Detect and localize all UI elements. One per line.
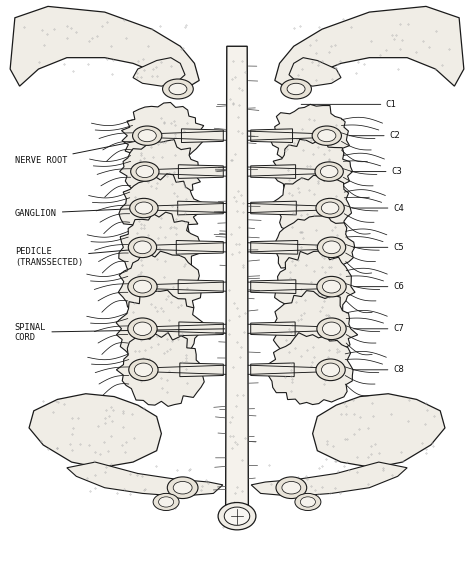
Polygon shape xyxy=(10,6,199,86)
Polygon shape xyxy=(182,129,223,143)
Polygon shape xyxy=(251,129,292,143)
Text: GANGLION: GANGLION xyxy=(15,208,145,218)
Ellipse shape xyxy=(317,318,346,340)
Polygon shape xyxy=(251,165,296,178)
Polygon shape xyxy=(275,215,355,282)
Polygon shape xyxy=(119,174,202,242)
Ellipse shape xyxy=(133,280,152,293)
Ellipse shape xyxy=(136,166,154,178)
Ellipse shape xyxy=(130,198,158,218)
Text: C1: C1 xyxy=(386,100,397,109)
Ellipse shape xyxy=(135,202,153,214)
Ellipse shape xyxy=(312,126,341,146)
Polygon shape xyxy=(117,333,204,407)
Ellipse shape xyxy=(317,276,346,297)
Polygon shape xyxy=(179,322,223,336)
Ellipse shape xyxy=(323,241,340,254)
Polygon shape xyxy=(178,201,223,215)
Text: C3: C3 xyxy=(391,167,402,176)
Text: C6: C6 xyxy=(393,282,404,291)
Ellipse shape xyxy=(318,237,346,258)
Ellipse shape xyxy=(173,481,192,494)
Polygon shape xyxy=(121,102,207,167)
Ellipse shape xyxy=(224,507,250,525)
Ellipse shape xyxy=(321,202,339,214)
Text: C2: C2 xyxy=(389,131,400,140)
Ellipse shape xyxy=(138,130,156,142)
Ellipse shape xyxy=(295,493,321,510)
Ellipse shape xyxy=(287,83,305,95)
Polygon shape xyxy=(273,175,352,240)
Ellipse shape xyxy=(322,322,341,336)
Ellipse shape xyxy=(320,166,338,178)
Polygon shape xyxy=(313,394,445,468)
Polygon shape xyxy=(251,240,298,254)
Text: C4: C4 xyxy=(393,203,404,212)
Polygon shape xyxy=(119,140,201,203)
Ellipse shape xyxy=(301,497,316,507)
Ellipse shape xyxy=(128,237,156,258)
Text: C8: C8 xyxy=(393,365,404,375)
Polygon shape xyxy=(273,251,355,323)
Ellipse shape xyxy=(128,276,157,297)
Ellipse shape xyxy=(131,162,159,181)
Polygon shape xyxy=(180,363,223,377)
Polygon shape xyxy=(67,462,223,496)
Polygon shape xyxy=(251,363,294,377)
Ellipse shape xyxy=(315,162,343,181)
Ellipse shape xyxy=(316,198,344,218)
Polygon shape xyxy=(176,240,223,254)
Polygon shape xyxy=(271,104,349,167)
Polygon shape xyxy=(29,394,161,468)
Polygon shape xyxy=(178,280,223,293)
Ellipse shape xyxy=(128,318,157,340)
Ellipse shape xyxy=(134,363,153,376)
Text: SPINAL
CORD: SPINAL CORD xyxy=(15,323,225,342)
Ellipse shape xyxy=(133,126,162,146)
Ellipse shape xyxy=(318,130,336,142)
Polygon shape xyxy=(269,333,353,405)
Ellipse shape xyxy=(218,502,256,530)
Ellipse shape xyxy=(167,477,198,498)
Polygon shape xyxy=(133,58,185,86)
Polygon shape xyxy=(118,251,202,324)
Polygon shape xyxy=(226,46,248,505)
Polygon shape xyxy=(116,290,203,366)
Polygon shape xyxy=(251,201,296,215)
Text: PEDICLE
(TRANSSECTED): PEDICLE (TRANSSECTED) xyxy=(15,247,156,267)
Text: NERVE ROOT: NERVE ROOT xyxy=(15,136,161,164)
Ellipse shape xyxy=(321,363,340,376)
Polygon shape xyxy=(119,212,201,281)
Ellipse shape xyxy=(134,241,151,254)
Polygon shape xyxy=(289,58,341,86)
Polygon shape xyxy=(178,165,223,178)
Polygon shape xyxy=(251,322,295,336)
Ellipse shape xyxy=(163,79,193,99)
Ellipse shape xyxy=(129,359,158,381)
Ellipse shape xyxy=(153,493,179,510)
Polygon shape xyxy=(251,462,407,496)
Ellipse shape xyxy=(276,477,307,498)
Polygon shape xyxy=(251,280,296,293)
Polygon shape xyxy=(273,291,358,365)
Polygon shape xyxy=(273,139,353,204)
Text: C5: C5 xyxy=(393,243,404,252)
Polygon shape xyxy=(275,6,464,86)
Text: C7: C7 xyxy=(393,324,404,333)
Ellipse shape xyxy=(322,280,341,293)
Ellipse shape xyxy=(282,481,301,494)
Ellipse shape xyxy=(133,322,152,336)
Ellipse shape xyxy=(281,79,311,99)
Ellipse shape xyxy=(158,497,173,507)
Ellipse shape xyxy=(169,83,187,95)
Ellipse shape xyxy=(316,359,345,381)
